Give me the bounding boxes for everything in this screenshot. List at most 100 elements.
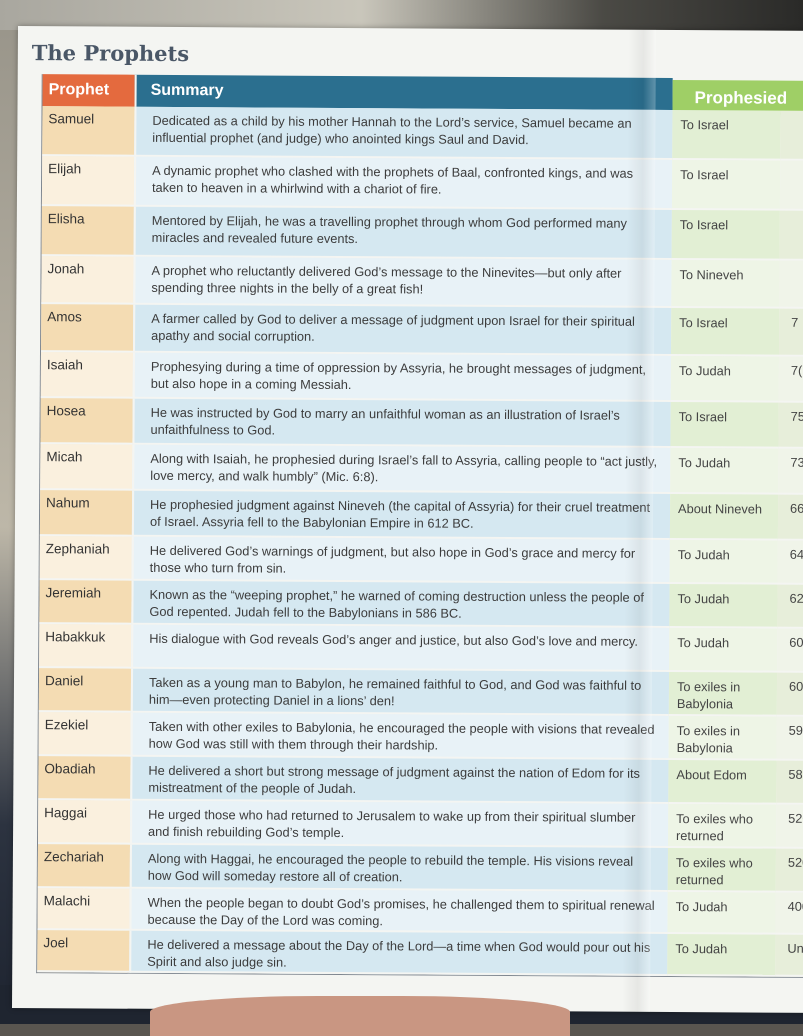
prophesied-to: About Edom — [668, 759, 777, 805]
prophet-summary: A dynamic prophet who clashed with the p… — [133, 156, 673, 210]
prophesied-to: About Nineveh — [669, 493, 779, 541]
prophet-name: Joel — [37, 930, 130, 973]
table-row: Elijah A dynamic prophet who clashed with… — [41, 156, 803, 211]
prophet-name: Haggai — [38, 800, 131, 845]
table-row: Obadiah He delivered a short but strong m… — [38, 756, 803, 805]
prophesied-to: To Israel — [671, 209, 780, 261]
prophet-name: Jonah — [41, 256, 134, 305]
prophesied-to: To exiles in Babylonia — [668, 671, 778, 717]
table-row: Jonah A prophet who reluctantly delivered… — [41, 256, 803, 309]
printed-page: The Prophets Prophet Summary Prophesied … — [12, 26, 803, 1013]
prophesied-to: To Judah — [669, 539, 778, 585]
prophecy-date — [779, 210, 803, 261]
table-row: Zephaniah He delivered God’s warnings of … — [39, 536, 803, 585]
prophet-name: Jeremiah — [39, 580, 132, 625]
prophet-summary: His dialogue with God reveals God’s ange… — [131, 624, 670, 672]
table-row: Malachi When the people began to doubt Go… — [37, 888, 803, 935]
prophecy-date: 400s BC — [775, 892, 803, 935]
prophet-name: Habakkuk — [39, 624, 132, 669]
prophet-name: Micah — [40, 444, 133, 491]
prophet-summary: He prophesied judgment against Nineveh (… — [131, 490, 671, 540]
table-row: Haggai He urged those who had returned to… — [38, 800, 803, 849]
prophet-name: Daniel — [38, 668, 132, 713]
prophecy-date: 520–5 — [775, 848, 803, 893]
prophet-name: Hosea — [40, 398, 133, 445]
prophet-summary: Prophesying during a time of oppression … — [132, 352, 671, 402]
prophet-name: Ezekiel — [38, 712, 131, 757]
prophet-name: Obadiah — [38, 756, 131, 801]
prophecy-date: 626- — [777, 584, 803, 629]
hand — [150, 996, 570, 1036]
prophecy-date — [780, 110, 803, 161]
prophesied-to: To Israel — [671, 159, 781, 211]
table-row: Jeremiah Known as the “weeping prophet,” … — [39, 580, 803, 629]
page-title: The Prophets — [31, 40, 190, 67]
prophesied-to: To Israel — [670, 307, 780, 357]
table-row: Habakkuk His dialogue with God reveals Go… — [39, 624, 803, 673]
prophecy-date: 593–5 — [776, 716, 803, 761]
table-header: Prophet Summary Prophesied — [42, 74, 803, 115]
prophet-summary: Mentored by Elijah, he was a travelling … — [133, 206, 672, 260]
prophecy-date: 7 — [778, 308, 803, 357]
header-prophet: Prophet — [42, 74, 135, 107]
prophesied-to: To Nineveh — [671, 259, 780, 309]
prophet-summary: He delivered a short but strong message … — [130, 756, 669, 804]
table-row: Joel He delivered a message about the Day… — [37, 930, 803, 977]
prophet-summary: Taken as a young man to Babylon, he rema… — [130, 668, 670, 716]
prophet-name: Zechariah — [37, 844, 131, 889]
table-row: Amos A farmer called by God to deliver a … — [41, 304, 803, 357]
prophet-name: Nahum — [39, 490, 133, 537]
prophet-summary: A farmer called by God to deliver a mess… — [133, 304, 672, 356]
prophet-summary: He delivered God’s warnings of judgment,… — [131, 536, 670, 584]
prophet-summary: Along with Haggai, he encouraged the peo… — [129, 844, 668, 892]
prophet-summary: Dedicated as a child by his mother Hanna… — [134, 106, 673, 160]
prophesied-to: To Judah — [669, 627, 778, 673]
header-summary: Summary — [134, 74, 673, 110]
prophet-name: Samuel — [42, 106, 135, 157]
prophesied-to: To exiles who returned — [667, 803, 777, 849]
prophesied-to: To Israel — [670, 401, 779, 449]
prophecy-date: 605– — [776, 672, 803, 717]
prophet-summary: He delivered a message about the Day of … — [129, 930, 668, 976]
prophet-name: Amos — [41, 304, 134, 353]
prophecy-date — [779, 260, 803, 309]
table-row: Micah Along with Isaiah, he prophesied du… — [40, 444, 803, 495]
table-row: Elisha Mentored by Elijah, he was a trave… — [41, 206, 803, 261]
prophecy-date: 663 — [777, 494, 803, 541]
prophesied-to: To Judah — [670, 355, 779, 403]
prophet-name: Isaiah — [40, 352, 134, 399]
table-row: Ezekiel Taken with other exiles to Babylo… — [38, 712, 803, 761]
table-row: Isaiah Prophesying during a time of oppre… — [40, 352, 803, 403]
table-row: Samuel Dedicated as a child by his mother… — [42, 106, 803, 161]
prophet-summary: Known as the “weeping prophet,” he warne… — [131, 580, 670, 628]
table-row: Zechariah Along with Haggai, he encourage… — [37, 844, 803, 893]
table-body: Samuel Dedicated as a child by his mother… — [37, 106, 803, 977]
prophesied-to: To Judah — [667, 891, 776, 935]
prophesied-to: To Judah — [667, 933, 776, 977]
prophecy-date: 586 BC — [776, 760, 803, 805]
prophecy-date: 520 BC — [775, 804, 803, 849]
prophesied-to: To Judah — [669, 583, 778, 629]
prophesied-to: To exiles who returned — [667, 847, 776, 893]
prophesied-to: To Israel — [672, 109, 781, 161]
prophesied-to: To exiles in Babylonia — [668, 715, 777, 761]
table-row: Hosea He was instructed by God to marry a… — [40, 398, 803, 449]
prophecy-date: 7( — [778, 356, 803, 403]
table-row: Daniel Taken as a young man to Babylon, h… — [38, 668, 803, 717]
prophecy-date: 609– — [777, 628, 803, 673]
prophet-summary: Taken with other exiles to Babylonia, he… — [130, 712, 669, 760]
prophecy-date: 75 — [778, 402, 803, 449]
prophet-summary: A prophet who reluctantly delivered God’… — [133, 256, 672, 308]
prophet-summary: He was instructed by God to marry an unf… — [132, 398, 671, 448]
table-row: Nahum He prophesied judgment against Nine… — [39, 490, 803, 541]
prophecy-date: Unknow — [775, 934, 803, 977]
prophet-summary: Along with Isaiah, he prophesied during … — [132, 444, 671, 494]
prophecy-date — [779, 160, 803, 211]
prophet-summary: He urged those who had returned to Jerus… — [130, 800, 669, 848]
prophets-table: Prophet Summary Prophesied Samuel Dedicat… — [36, 74, 803, 978]
prophesied-to: To Judah — [670, 447, 779, 495]
prophet-name: Malachi — [37, 888, 130, 931]
prophecy-date: 73 — [778, 448, 803, 495]
prophet-name: Elijah — [41, 156, 135, 207]
prophet-summary: When the people began to doubt God’s pro… — [129, 888, 668, 934]
